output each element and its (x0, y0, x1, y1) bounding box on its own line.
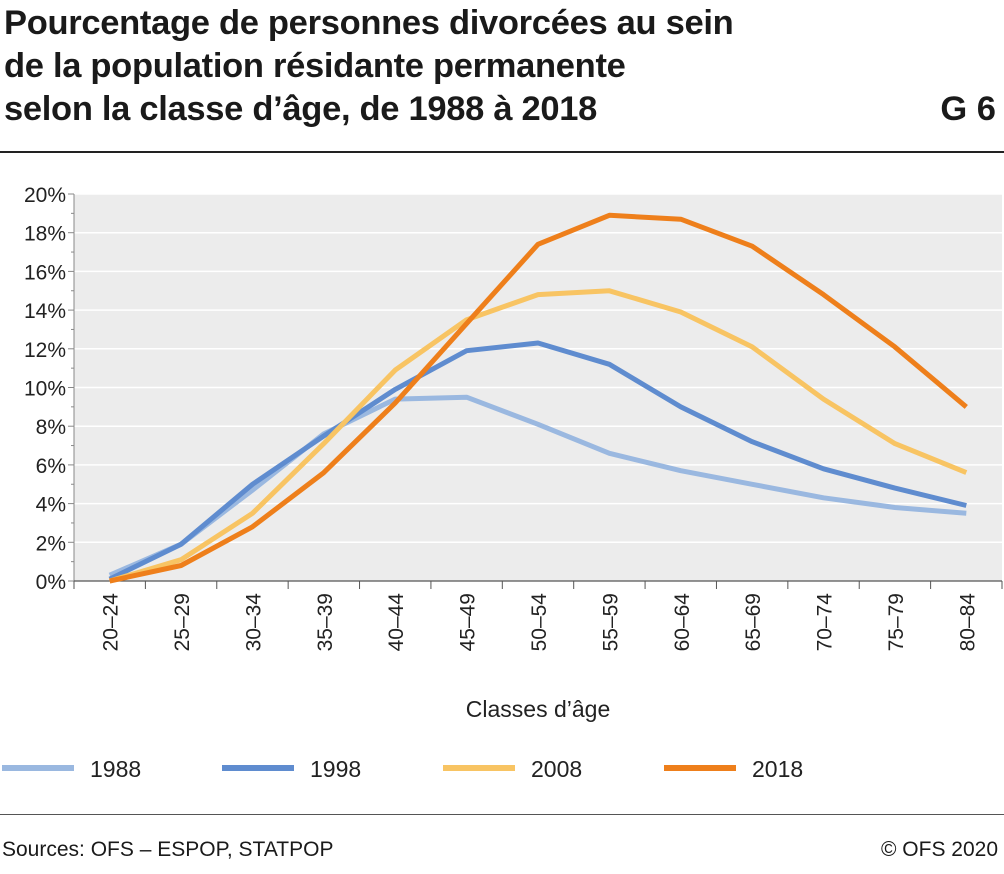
x-axis: 20–24 25–29 30–34 35–39 40–44 45–49 50–54 55–59… (73, 580, 1003, 652)
title-divider (0, 151, 1004, 153)
y-tick-label: 14% (24, 300, 66, 323)
legend-label-1998: 1998 (310, 756, 361, 782)
chart-title: Pourcentage de personnes divorcées au se… (4, 2, 904, 131)
y-tick-label: 2% (36, 532, 66, 555)
legend-label-2008: 2008 (531, 756, 582, 782)
series-line-2008 (108, 288, 968, 584)
x-tick-label: 30–34 (242, 593, 265, 652)
legend: 1988 1998 2008 2018 (2, 756, 803, 782)
series-line-1988 (108, 394, 967, 578)
x-tick-label: 20–24 (100, 593, 123, 652)
x-tick-label: 70–74 (814, 593, 837, 652)
y-tick-label: 12% (24, 339, 66, 362)
x-tick-label: 65–69 (742, 593, 765, 651)
legend-label-1988: 1988 (90, 756, 141, 782)
y-tick-label: 4% (36, 494, 66, 517)
x-axis-label: Classes d’âge (466, 696, 610, 722)
y-tick-label: 0% (36, 571, 66, 594)
series-line-2018 (109, 212, 968, 584)
series-lines (108, 212, 968, 584)
y-tick-label: 16% (24, 261, 66, 284)
footer-divider (0, 814, 1004, 815)
y-tick-label: 20% (24, 184, 66, 207)
title-line-2: de la population résidante permanente (4, 47, 626, 85)
y-tick-label: 8% (36, 416, 66, 439)
y-tick-label: 6% (36, 455, 66, 478)
y-tick-label: 10% (24, 378, 66, 401)
line-chart: 0% 2% 4% 6% 8% 10% 12% 14% 16% 18% 20% 20–24 25–29 3… (2, 184, 1003, 782)
x-tick-label: 25–29 (171, 593, 194, 651)
copyright-note: © OFS 2020 (880, 838, 998, 861)
legend-label-2018: 2018 (752, 756, 803, 782)
y-tick-label: 18% (24, 223, 66, 246)
title-line-3: selon la classe d’âge, de 1988 à 2018 (4, 90, 598, 128)
figure-id: G 6 (940, 90, 996, 128)
x-tick-label: 55–59 (599, 593, 622, 651)
title-line-1: Pourcentage de personnes divorcées au se… (4, 4, 734, 42)
y-axis: 0% 2% 4% 6% 8% 10% 12% 14% 16% 18% 20% (24, 184, 75, 594)
x-tick-label: 60–64 (671, 593, 694, 652)
x-tick-label: 80–84 (956, 593, 979, 652)
x-tick-label: 75–79 (885, 593, 908, 651)
x-tick-label: 45–49 (457, 593, 480, 651)
x-tick-label: 35–39 (314, 593, 337, 651)
sources-note: Sources: OFS – ESPOP, STATPOP (2, 838, 334, 861)
x-tick-label: 40–44 (385, 593, 408, 652)
series-line-1998 (108, 340, 967, 582)
x-tick-label: 50–54 (528, 593, 551, 652)
